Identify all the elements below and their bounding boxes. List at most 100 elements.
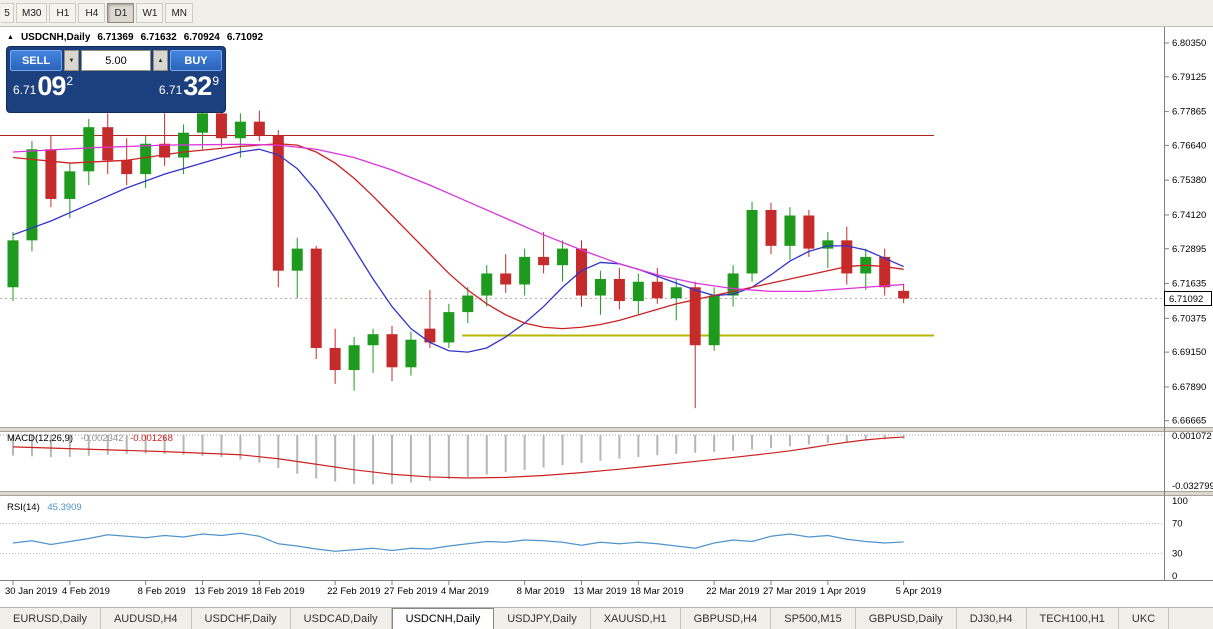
panel-divider-1	[0, 427, 1213, 432]
ohlc-open: 6.71369	[97, 32, 134, 43]
candle-body	[557, 248, 569, 266]
chart-tab-eurusd-daily[interactable]: EURUSD,Daily	[0, 608, 101, 629]
buy-price-quote[interactable]: 6.71 32 9	[158, 71, 219, 101]
candle-body	[159, 143, 171, 158]
date-axis-label: 8 Mar 2019	[517, 586, 565, 597]
candle-body	[803, 215, 815, 249]
chart-symbol-period: USDCNH,Daily	[20, 32, 91, 43]
one-click-trading-panel: SELL ▼ ▲ BUY 6.71 09 2 6.71 32 9	[6, 46, 226, 113]
chart-tab-gbpusd-h4[interactable]: GBPUSD,H4	[681, 608, 772, 629]
candle-body	[898, 290, 910, 299]
candle-body	[215, 113, 227, 139]
rsi-axis-label: 30	[1172, 549, 1183, 560]
date-axis-label: 30 Jan 2019	[5, 586, 57, 597]
chart-tab-gbpusd-daily[interactable]: GBPUSD,Daily	[856, 608, 957, 629]
chart-tab-usdjpy-daily[interactable]: USDJPY,Daily	[494, 608, 591, 629]
price-axis-label: 6.69150	[1172, 347, 1206, 358]
rsi-axis-label: 0	[1172, 571, 1177, 582]
price-axis-label: 6.76640	[1172, 140, 1206, 151]
candle-body	[234, 121, 246, 139]
candle-body	[272, 135, 284, 271]
chart-tab-ukc[interactable]: UKC	[1119, 608, 1170, 629]
candle-body	[443, 312, 455, 343]
candle-body	[405, 339, 417, 368]
ohlc-high: 6.71632	[140, 32, 177, 43]
date-axis-label: 13 Feb 2019	[195, 586, 248, 597]
buy-button[interactable]: BUY	[170, 50, 222, 71]
sell-price-quote[interactable]: 6.71 09 2	[13, 71, 73, 101]
chart-tab-usdcad-daily[interactable]: USDCAD,Daily	[291, 608, 392, 629]
volume-decrease-button[interactable]: ▼	[64, 50, 79, 71]
timeframe-button-mn[interactable]: MN	[165, 3, 194, 23]
chart-tab-dj30-h4[interactable]: DJ30,H4	[957, 608, 1027, 629]
candle-body	[765, 209, 777, 246]
rsi-value: 45.3909	[47, 502, 82, 513]
candle-body	[386, 334, 398, 368]
date-axis-label: 22 Mar 2019	[706, 586, 759, 597]
candle-body	[651, 281, 663, 299]
candle-body	[121, 160, 133, 175]
panel-divider-2	[0, 491, 1213, 496]
price-axis-label: 6.80350	[1172, 38, 1206, 49]
current-price-tag-label: 6.71092	[1169, 294, 1203, 305]
ohlc-low: 6.70924	[183, 32, 220, 43]
price-axis-label: 6.79125	[1172, 72, 1206, 83]
candle-body	[689, 287, 701, 346]
price-chart-canvas[interactable]: 6.80350 6.79125 6.77865 6.76640 6.75380 6.741…	[0, 27, 1213, 607]
chart-tab-usdcnh-daily[interactable]: USDCNH,Daily	[391, 608, 495, 629]
chart-tab-usdchf-daily[interactable]: USDCHF,Daily	[192, 608, 291, 629]
rsi-axis-label: 100	[1172, 496, 1188, 507]
date-axis-label: 18 Mar 2019	[630, 586, 683, 597]
rsi-line	[12, 532, 904, 552]
candle-body	[632, 281, 644, 302]
buy-price-big-digits: 32	[183, 71, 212, 101]
one-click-toggle-icon[interactable]: ▲	[7, 33, 14, 41]
timeframe-button-d1[interactable]: D1	[107, 3, 135, 23]
chart-tab-xauusd-h1[interactable]: XAUUSD,H1	[591, 608, 681, 629]
candle-body	[879, 256, 891, 288]
chart-tab-audusd-h4[interactable]: AUDUSD,H4	[101, 608, 192, 629]
timeframe-button-h1[interactable]: H1	[49, 3, 77, 23]
candle-body	[83, 127, 95, 172]
candle-body	[576, 248, 587, 296]
macd-signal-line	[12, 436, 904, 479]
candle-body	[594, 278, 606, 296]
macd-indicator-label: MACD(12,26,9) -0.002342 -0.001268	[7, 433, 173, 444]
chart-tab-sp500-m15[interactable]: SP500,M15	[771, 608, 856, 629]
current-price-tag	[1164, 291, 1212, 307]
candle-body	[481, 273, 493, 296]
buy-price-small-digits: 6.71	[158, 83, 183, 97]
price-axis-label: 6.71635	[1172, 279, 1206, 290]
date-axis-label: 27 Feb 2019	[384, 586, 437, 597]
sell-button[interactable]: SELL	[10, 50, 62, 71]
ma-fast-line	[12, 148, 904, 353]
candle-body	[64, 171, 76, 199]
date-axis-label: 22 Feb 2019	[327, 586, 380, 597]
macd-axis-max-label: 0.001072	[1172, 431, 1212, 442]
candle-body	[329, 347, 341, 371]
candle-body	[727, 273, 739, 296]
candle-body	[348, 345, 360, 371]
date-axis-label: 27 Mar 2019	[763, 586, 816, 597]
sell-price-big-digits: 09	[37, 71, 66, 101]
volume-input[interactable]	[81, 50, 151, 71]
candle-body	[613, 278, 625, 302]
macd-main-value: -0.002342	[80, 433, 124, 444]
rsi-title: RSI(14)	[7, 502, 40, 513]
chart-window: 6.80350 6.79125 6.77865 6.76640 6.75380 6.741…	[0, 27, 1213, 607]
timeframe-button-m30[interactable]: M30	[16, 3, 48, 23]
timeframe-button-h4[interactable]: H4	[78, 3, 106, 23]
timeframe-button-5[interactable]: 5	[1, 3, 14, 23]
buy-price-pip-digit: 9	[212, 74, 219, 88]
date-axis-label: 18 Feb 2019	[251, 586, 304, 597]
price-axis-label: 6.72895	[1172, 244, 1206, 255]
date-axis-label: 4 Mar 2019	[441, 586, 489, 597]
timeframe-button-w1[interactable]: W1	[136, 3, 164, 23]
volume-increase-button[interactable]: ▲	[153, 50, 168, 71]
macd-axis-min-label: -0.032799	[1172, 481, 1213, 492]
candle-body	[291, 248, 303, 271]
chart-tab-tech100-h1[interactable]: TECH100,H1	[1027, 608, 1119, 629]
candle-body	[670, 287, 682, 299]
candle-body	[310, 248, 322, 348]
price-axis-label: 6.77865	[1172, 107, 1206, 118]
